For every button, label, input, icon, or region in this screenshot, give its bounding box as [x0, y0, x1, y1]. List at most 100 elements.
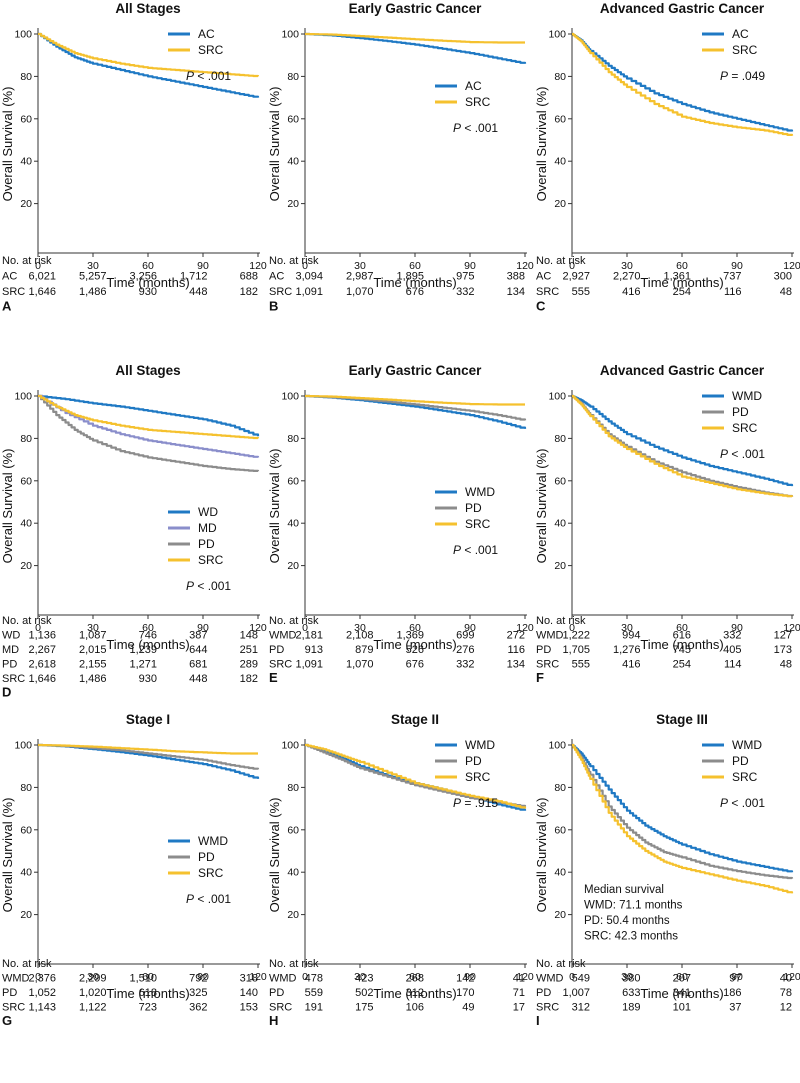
risk-count: 423: [355, 973, 373, 985]
risk-count: 3,094: [295, 271, 323, 283]
risk-count: 388: [507, 271, 525, 283]
risk-count: 1,020: [79, 987, 107, 999]
y-tick-label: 80: [287, 71, 299, 83]
p-value-letter: P: [186, 579, 194, 593]
legend-label-wmd: WMD: [465, 738, 495, 752]
p-value-letter: P: [720, 796, 728, 810]
panel-d: All Stages 20 40 60 80 100 0 30 60 90 120 Time (mon…: [0, 363, 267, 700]
legend-label-pd: PD: [465, 754, 482, 768]
legend-label-src: SRC: [198, 43, 224, 57]
x-axis-label: Time (months): [106, 275, 189, 290]
panel-c: Advanced Gastric Cancer 20 40 60 80 100 0 30 60 9…: [534, 1, 800, 314]
risk-count: 1,070: [346, 286, 374, 298]
panel-label: C: [536, 299, 546, 314]
panel-label: H: [269, 1013, 278, 1028]
curve-src: [572, 743, 794, 894]
panel-title: Stage II: [391, 712, 439, 727]
x-tick-label: 90: [731, 971, 743, 983]
risk-count: 1,510: [129, 973, 157, 985]
x-tick-label: 30: [621, 971, 633, 983]
x-tick-label: 90: [464, 971, 476, 983]
risk-count: 1,070: [346, 659, 374, 671]
risk-count: 78: [780, 987, 792, 999]
risk-count: 616: [673, 630, 691, 642]
p-value-letter: P: [186, 69, 194, 83]
y-tick-label: 80: [554, 782, 566, 794]
risk-count: 1,276: [613, 644, 641, 656]
y-tick-label: 60: [287, 113, 299, 125]
panel-title: All Stages: [115, 363, 180, 378]
x-tick-label: 30: [87, 971, 99, 983]
x-tick-label: 60: [409, 971, 421, 983]
x-tick-label: 60: [142, 622, 154, 634]
curve-src: [38, 394, 260, 440]
x-tick-label: 30: [621, 622, 633, 634]
p-value: P < .001: [720, 796, 765, 810]
panel-a: All Stages 20 40 60 80 100 0 30 60 90 120 Time (mon…: [0, 1, 267, 314]
risk-count: 2,181: [295, 630, 323, 642]
x-tick-label: 90: [197, 622, 209, 634]
y-tick-label: 100: [281, 740, 299, 752]
curve-pd: [38, 394, 260, 472]
x-axis-label: Time (months): [373, 986, 456, 1001]
risk-count: 2,267: [28, 644, 56, 656]
risk-group-label: SRC: [269, 659, 292, 671]
curve-ac: [38, 32, 260, 98]
annotation-line: WMD: 71.1 months: [584, 900, 683, 912]
y-tick-label: 100: [14, 740, 32, 752]
risk-count: 555: [572, 286, 590, 298]
risk-count: 191: [305, 1002, 323, 1014]
x-tick-label: 120: [516, 622, 534, 634]
risk-count: 1,091: [295, 286, 323, 298]
risk-count: 699: [456, 630, 474, 642]
risk-count: 332: [456, 659, 474, 671]
risk-count: 478: [305, 973, 323, 985]
panel-label: D: [2, 685, 11, 700]
x-tick-label: 0: [569, 971, 575, 983]
y-axis-label: Overall Survival (%): [267, 449, 282, 564]
x-tick-label: 30: [87, 260, 99, 272]
risk-count: 555: [572, 659, 590, 671]
risk-group-label: AC: [269, 271, 284, 283]
risk-count: 1,091: [295, 659, 323, 671]
y-tick-label: 100: [281, 29, 299, 41]
legend-label-ac: AC: [732, 27, 749, 41]
x-tick-label: 30: [354, 260, 366, 272]
curve-src: [305, 743, 527, 809]
panel-label: A: [2, 299, 12, 314]
risk-count: 2,618: [28, 659, 56, 671]
risk-count: 134: [507, 286, 525, 298]
x-tick-label: 120: [249, 622, 267, 634]
risk-count: 2,299: [79, 973, 107, 985]
risk-count: 332: [456, 286, 474, 298]
legend-label-pd: PD: [732, 754, 749, 768]
risk-count: 182: [240, 286, 258, 298]
risk-group-label: WMD: [536, 973, 564, 985]
legend-label-wmd: WMD: [198, 834, 228, 848]
x-axis-label: Time (months): [106, 637, 189, 652]
p-value-text: = .915: [461, 796, 498, 810]
x-axis-label: Time (months): [373, 275, 456, 290]
p-value-text: < .001: [194, 892, 231, 906]
x-tick-label: 90: [731, 622, 743, 634]
y-tick-label: 20: [554, 560, 566, 572]
risk-count: 688: [240, 271, 258, 283]
risk-count: 1,486: [79, 673, 107, 685]
y-tick-label: 40: [20, 867, 32, 879]
p-value: P < .001: [453, 543, 498, 557]
risk-header: No. at risk: [536, 958, 586, 970]
x-tick-label: 0: [302, 260, 308, 272]
risk-count: 207: [673, 973, 691, 985]
curve-src: [572, 32, 794, 136]
y-tick-label: 100: [14, 29, 32, 41]
risk-count: 2,108: [346, 630, 374, 642]
legend-label-src: SRC: [465, 770, 491, 784]
risk-group-label: PD: [2, 987, 17, 999]
risk-count: 276: [456, 644, 474, 656]
risk-header: No. at risk: [2, 958, 52, 970]
y-tick-label: 80: [554, 433, 566, 445]
risk-count: 416: [622, 659, 640, 671]
risk-count: 254: [673, 659, 691, 671]
risk-count: 2,987: [346, 271, 374, 283]
x-tick-label: 60: [409, 622, 421, 634]
